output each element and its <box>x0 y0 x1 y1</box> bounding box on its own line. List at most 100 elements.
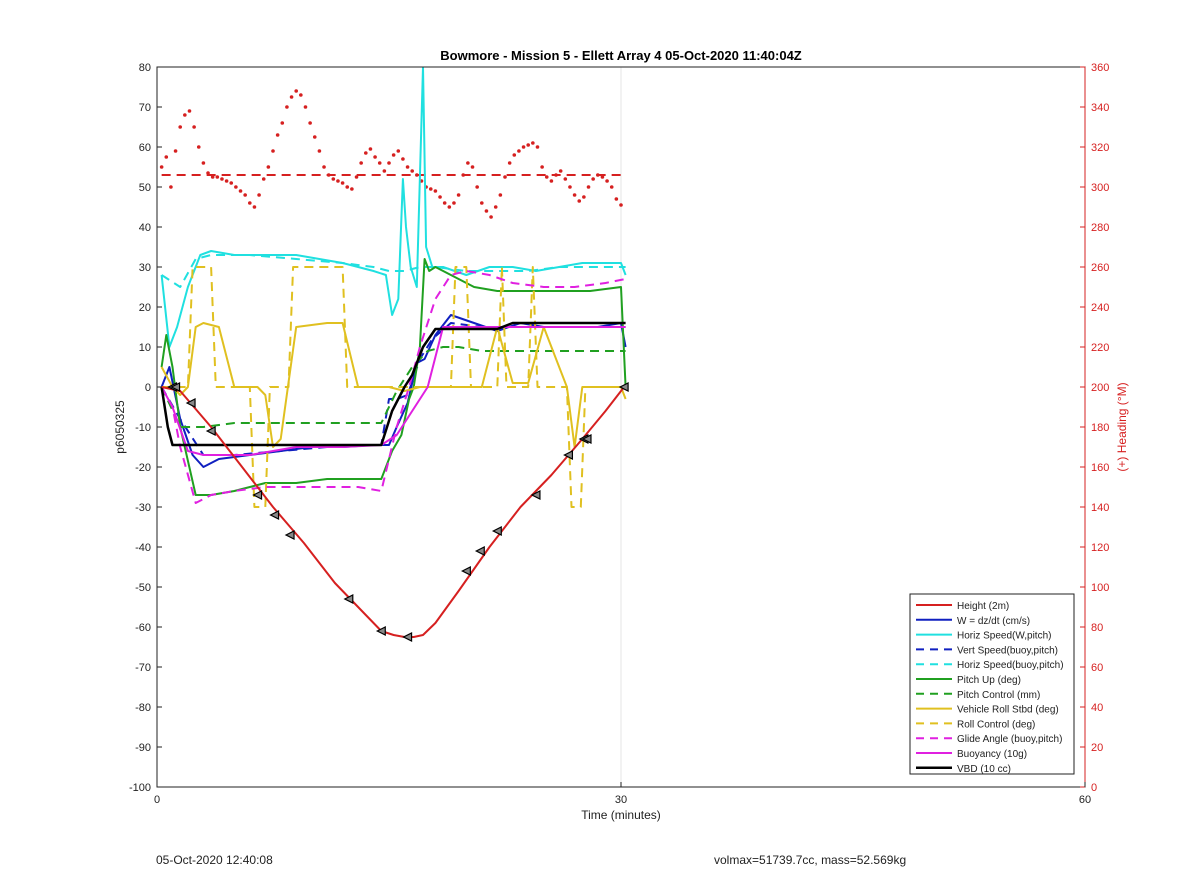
y-tick-label: 60 <box>139 142 151 154</box>
heading-point <box>609 185 614 189</box>
x-tick-label: 30 <box>615 794 627 806</box>
heading-point <box>252 205 257 209</box>
heading-point <box>586 185 591 189</box>
series-line-vehicle-roll-stbd-deg <box>160 322 627 448</box>
y-tick-label: -10 <box>135 422 151 434</box>
y2-tick-label: 240 <box>1091 302 1109 314</box>
y2-tick-label: 220 <box>1091 342 1109 354</box>
y-tick-label: -40 <box>135 542 151 554</box>
height-marker <box>563 450 574 460</box>
heading-point <box>280 121 285 125</box>
heading-point <box>275 133 280 137</box>
heading-point <box>187 109 192 113</box>
y-axis-left: -100-90-80-70-60-50-40-30-20-10010203040… <box>129 62 162 794</box>
y2-tick-label: 80 <box>1091 622 1103 634</box>
heading-point <box>238 189 243 193</box>
heading-point <box>466 161 470 165</box>
heading-point <box>396 149 401 153</box>
series-line-glide-angle-buoy-pitch <box>160 270 626 504</box>
series-line-horiz-speed-w-pitch <box>160 67 627 348</box>
y2-tick-label: 200 <box>1091 382 1109 394</box>
y2-tick-label: 180 <box>1091 422 1109 434</box>
y2-tick-label: 360 <box>1091 62 1109 74</box>
heading-point <box>257 193 261 197</box>
y2-tick-label: 320 <box>1091 142 1109 154</box>
series-line-horiz-speed-buoy-pitch <box>161 254 626 288</box>
heading-point <box>289 95 294 99</box>
legend-label-horiz-speed-w-pitch: Horiz Speed(W,pitch) <box>957 631 1051 642</box>
heading-point <box>377 161 382 165</box>
height-marker <box>205 426 216 436</box>
heading-point <box>169 185 173 189</box>
y2-tick-label: 100 <box>1091 582 1109 594</box>
height-marker <box>581 434 592 444</box>
y2-tick-label: 140 <box>1091 502 1109 514</box>
legend-label-w-dz-dt-cm-s: W = dz/dt (cm/s) <box>957 616 1030 627</box>
series-line-buoyancy-10g <box>160 326 626 456</box>
heading-point <box>331 177 336 181</box>
heading-point <box>201 161 206 165</box>
heading-point <box>605 179 609 183</box>
heading-point <box>340 181 345 185</box>
heading-point <box>563 177 568 181</box>
heading-point <box>322 165 326 169</box>
heading-point <box>220 177 224 181</box>
legend-label-glide-angle-buoy-pitch: Glide Angle (buoy,pitch) <box>957 734 1062 745</box>
heading-point <box>452 201 456 205</box>
heading-point <box>299 93 303 97</box>
y2-tick-label: 260 <box>1091 262 1109 274</box>
legend-label-vbd-10-cc: VBD (10 cc) <box>957 764 1011 775</box>
heading-point <box>549 179 554 183</box>
y-tick-label: -100 <box>129 782 151 794</box>
heading-point <box>312 135 317 139</box>
heading-point <box>229 181 234 185</box>
heading-point <box>401 157 405 161</box>
heading-point <box>596 173 600 177</box>
y-tick-label: 20 <box>139 302 151 314</box>
series-line-pitch-up-deg <box>160 258 627 496</box>
heading-point <box>535 145 540 149</box>
height-marker <box>269 510 280 520</box>
heading-point <box>507 161 512 165</box>
heading-point <box>428 187 433 191</box>
y-axis-label: p6050325 <box>113 400 127 454</box>
heading-point <box>368 147 373 151</box>
y-tick-label: -60 <box>135 622 151 634</box>
heading-point <box>345 185 350 189</box>
heading-point <box>489 215 493 219</box>
heading-point <box>540 165 544 169</box>
y-tick-label: 0 <box>145 382 151 394</box>
heading-point <box>498 193 503 197</box>
heading-point <box>405 165 410 169</box>
heading-point <box>470 165 475 169</box>
y-tick-label: -70 <box>135 662 151 674</box>
heading-point <box>442 201 447 205</box>
height-marker <box>284 530 295 540</box>
heading-point <box>554 173 558 177</box>
y2-tick-label: 20 <box>1091 742 1103 754</box>
y2-tick-label: 60 <box>1091 662 1103 674</box>
heading-point <box>196 145 201 149</box>
heading-point <box>266 165 271 169</box>
heading-point <box>326 173 331 177</box>
y2-tick-label: 280 <box>1091 222 1109 234</box>
heading-point <box>373 155 377 159</box>
heading-point <box>600 175 605 179</box>
y-axis-right: 0 20 40 60 80 100 120 140 160 180 200 220 240 260 280 3… <box>1080 62 1109 794</box>
y2-tick-label: 300 <box>1091 182 1109 194</box>
heading-point <box>224 179 229 183</box>
heading-point <box>433 189 438 193</box>
heading-point <box>271 149 275 153</box>
series-line-vbd-10-cc <box>160 321 626 447</box>
y2-tick-label: 120 <box>1091 542 1109 554</box>
legend-label-vert-speed-buoy-pitch: Vert Speed(buoy,pitch) <box>957 645 1058 656</box>
x-axis: 0 30 60 <box>154 782 1091 806</box>
y-tick-label: 80 <box>139 62 151 74</box>
y-tick-label: 50 <box>139 182 151 194</box>
heading-point <box>577 199 582 203</box>
heading-point <box>521 145 526 149</box>
heading-point <box>192 125 196 129</box>
height-marker <box>170 382 181 392</box>
heading-point <box>308 121 312 125</box>
legend-label-buoyancy-10g: Buoyancy (10g) <box>957 749 1027 760</box>
